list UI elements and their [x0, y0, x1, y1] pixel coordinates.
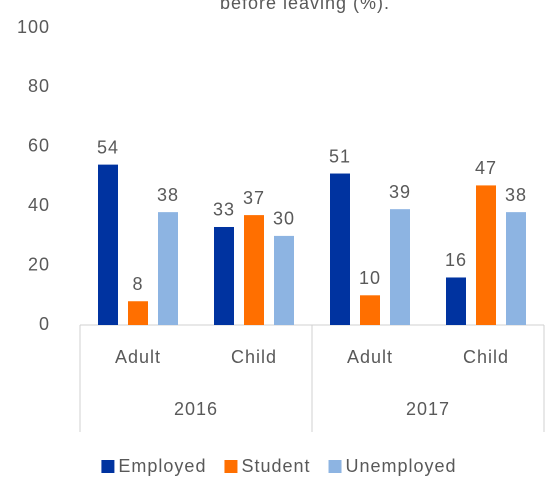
data-label: 16 [445, 250, 467, 270]
y-tick-label: 40 [28, 195, 50, 215]
data-label: 38 [157, 185, 179, 205]
bar [476, 185, 496, 325]
y-tick-label: 60 [28, 136, 50, 156]
group-label: 2016 [174, 399, 218, 419]
x-tick-label: Child [463, 347, 509, 367]
y-tick-label: 100 [17, 17, 50, 37]
data-label: 30 [273, 209, 295, 229]
data-label: 8 [132, 274, 143, 294]
y-tick-label: 0 [39, 314, 50, 334]
bar [128, 301, 148, 325]
group-label: 2017 [406, 399, 450, 419]
legend-swatch [101, 460, 115, 473]
x-tick-label: Adult [115, 347, 161, 367]
bar [506, 212, 526, 325]
bar [360, 295, 380, 325]
bar [446, 277, 466, 325]
bar [274, 235, 294, 325]
bar [330, 173, 350, 325]
chart-title: before leaving (%). [220, 0, 390, 13]
data-label: 47 [475, 158, 497, 178]
y-tick-label: 20 [28, 254, 50, 274]
legend-label: Unemployed [346, 456, 457, 476]
bar [158, 212, 178, 325]
data-label: 38 [505, 185, 527, 205]
legend-swatch [224, 460, 238, 473]
x-tick-label: Child [231, 347, 277, 367]
y-tick-label: 80 [28, 76, 50, 96]
data-label: 37 [243, 188, 265, 208]
legend-label: Student [241, 456, 310, 476]
data-label: 51 [329, 146, 351, 166]
bar [244, 215, 264, 325]
legend-label: Employed [118, 456, 206, 476]
bar [390, 209, 410, 325]
data-label: 39 [389, 182, 411, 202]
bar [98, 164, 118, 325]
legend-swatch [328, 460, 342, 473]
data-label: 54 [97, 137, 119, 157]
data-label: 33 [213, 200, 235, 220]
bar [214, 226, 234, 325]
x-tick-label: Adult [347, 347, 393, 367]
data-label: 10 [359, 268, 381, 288]
